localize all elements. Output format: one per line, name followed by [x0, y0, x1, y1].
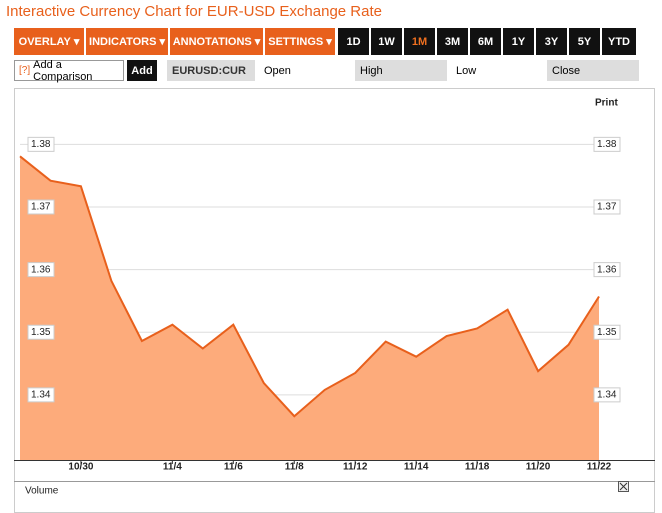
menu-button[interactable]: OVERLAY: [14, 28, 84, 55]
range-button[interactable]: 3M: [437, 28, 468, 55]
field-close: Close: [547, 60, 639, 81]
x-tick-label: 11/12: [343, 462, 368, 473]
comparison-input[interactable]: [?] Add a Comparison: [14, 58, 124, 83]
line: [19, 155, 600, 418]
placeholder: Add a Comparison: [33, 58, 93, 83]
range-button[interactable]: 1D: [338, 28, 369, 55]
tick-box: [27, 136, 55, 152]
range-button[interactable]: 5Y: [569, 28, 600, 55]
menu-button[interactable]: ANNOTATIONS: [170, 28, 263, 55]
comparison-row: [?] Add a Comparison Add EURUSD:CUR Open…: [14, 58, 639, 83]
y-tick-label-right: 1.37: [597, 202, 617, 213]
y-tick-label-left: 1.38: [31, 139, 51, 150]
page-title: Interactive Currency Chart for EUR-USD E…: [6, 3, 382, 20]
range-button[interactable]: 3Y: [536, 28, 567, 55]
symbol: EURUSD:CUR: [167, 60, 255, 81]
menu-button[interactable]: SETTINGS: [265, 28, 335, 55]
tick-box: [27, 262, 55, 278]
x-tick-label: 11/20: [526, 462, 551, 473]
y-tick-label-right: 1.36: [597, 264, 617, 275]
close-icon: [619, 482, 628, 491]
y-tick-label-right: 1.34: [597, 390, 617, 401]
y-tick-label-right: 1.35: [597, 327, 617, 338]
x-tick-label: 11/6: [224, 462, 243, 473]
x-tick-label: 11/8: [285, 462, 304, 473]
range-button[interactable]: 1W: [371, 28, 402, 55]
tick-box: [27, 199, 55, 215]
tick-box: [593, 387, 621, 403]
tick-box: [27, 324, 55, 340]
y-tick-label-right: 1.38: [597, 139, 617, 150]
range-button[interactable]: 1Y: [503, 28, 534, 55]
area: [20, 156, 599, 461]
tick-box: [593, 199, 621, 215]
tick-box: [593, 262, 621, 278]
field-open: Open: [264, 64, 291, 77]
range-button[interactable]: 6M: [470, 28, 501, 55]
x-tick-label: 11/18: [465, 462, 490, 473]
x-tick-label: 10/30: [68, 462, 93, 473]
help-icon[interactable]: [?]: [19, 65, 31, 76]
volume-label: Volume: [25, 486, 59, 497]
x-tick-label: 11/4: [163, 462, 182, 473]
print-link[interactable]: Print: [595, 98, 618, 109]
x-tick-label: 11/22: [587, 462, 612, 473]
field-high: High: [355, 60, 447, 81]
y-tick-label-left: 1.34: [31, 390, 51, 401]
y-tick-label-left: 1.36: [31, 264, 51, 275]
tick-box: [27, 387, 55, 403]
tick-box: [593, 324, 621, 340]
add-button[interactable]: Add: [127, 60, 157, 81]
range-button[interactable]: YTD: [602, 28, 636, 55]
toolbar: OVERLAY INDICATORS ANNOTATIONS SETTINGS …: [14, 28, 636, 55]
field-low: Low: [456, 64, 477, 77]
y-tick-label-left: 1.35: [31, 327, 51, 338]
range-button[interactable]: 1M: [404, 28, 435, 55]
menu-button[interactable]: INDICATORS: [86, 28, 168, 55]
y-tick-label-left: 1.37: [31, 202, 51, 213]
tick-box: [593, 136, 621, 152]
x-tick-label: 11/14: [404, 462, 429, 473]
